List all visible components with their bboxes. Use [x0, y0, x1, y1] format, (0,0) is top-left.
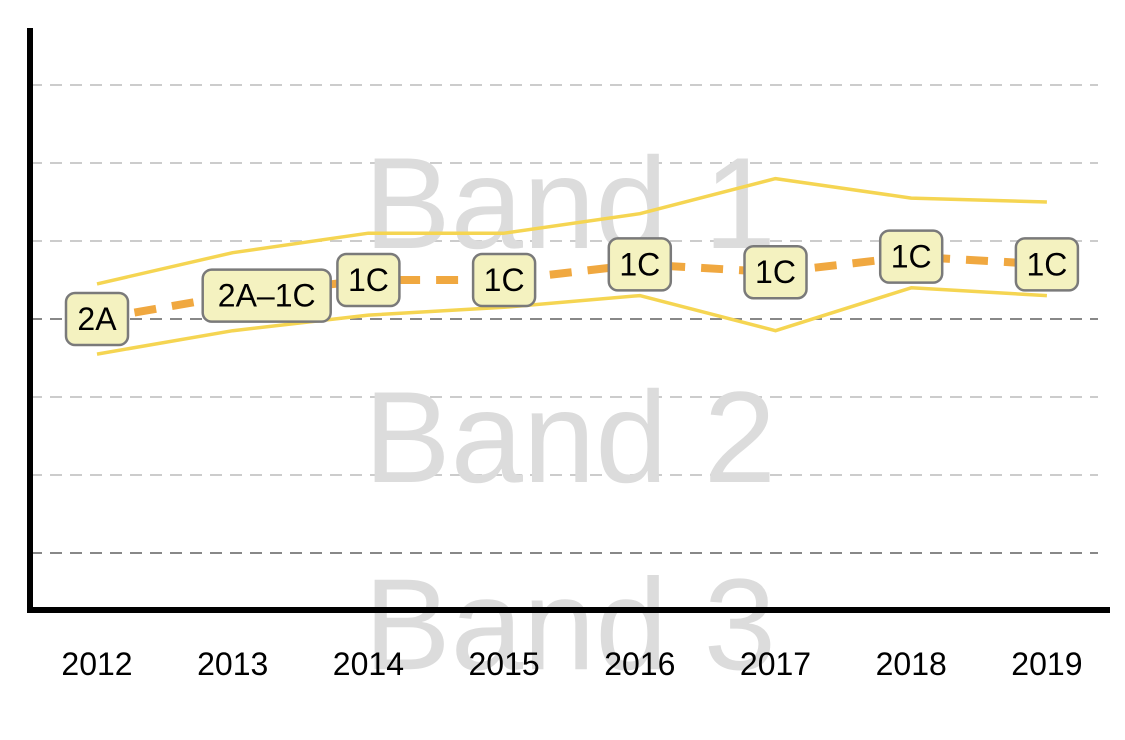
badge-label: 1C	[891, 239, 932, 275]
x-axis-tick-labels: 2012 2013 2014 2015 2016 2017 2018 2019	[61, 646, 1082, 682]
badge-box	[1014, 237, 1080, 292]
badge-label: 2A	[77, 301, 117, 337]
x-tick-label: 2016	[604, 646, 675, 682]
badge-box	[607, 237, 673, 292]
badge-label: 1C	[755, 254, 796, 290]
x-tick-label: 2014	[333, 646, 404, 682]
band-label: Band 3	[364, 551, 776, 697]
series-lower-line	[96, 286, 1048, 356]
x-tick-label: 2015	[469, 646, 540, 682]
point-labels: 2A 2A–1C 1C 1C 1C 1C 1C 1C	[64, 229, 1080, 347]
band-label: Band 2	[364, 364, 776, 510]
badge-label: 1C	[484, 262, 525, 298]
badge-label: 2A–1C	[218, 278, 316, 314]
axes	[27, 28, 1110, 613]
badge-box	[201, 268, 332, 323]
badge-box	[878, 229, 944, 284]
badge-label: 1C	[1026, 246, 1067, 282]
point-label-badge: 1C	[471, 252, 537, 308]
point-label-badge: 1C	[1014, 237, 1080, 292]
x-tick-label: 2018	[876, 646, 947, 682]
band-label: Band 1	[364, 130, 776, 276]
point-label-badge: 2A	[64, 291, 130, 347]
series-upper-line	[96, 176, 1047, 286]
badge-box	[471, 252, 537, 308]
point-label-badge: 1C	[607, 237, 673, 292]
band-labels: Band 1 Band 2 Band 3	[364, 130, 776, 697]
badge-box	[743, 244, 808, 300]
badge-label: 1C	[348, 262, 389, 298]
point-label-badge: 1C	[336, 252, 401, 308]
point-label-badge: 1C	[878, 229, 944, 284]
badge-box	[336, 252, 401, 308]
x-tick-label: 2017	[740, 646, 811, 682]
point-label-badge: 2A–1C	[201, 268, 332, 323]
x-tick-label: 2013	[197, 646, 268, 682]
x-tick-label: 2019	[1011, 646, 1082, 682]
badge-box	[64, 291, 130, 347]
badge-label: 1C	[619, 246, 660, 282]
x-tick-label: 2012	[61, 646, 132, 682]
point-label-badge: 1C	[743, 244, 808, 300]
